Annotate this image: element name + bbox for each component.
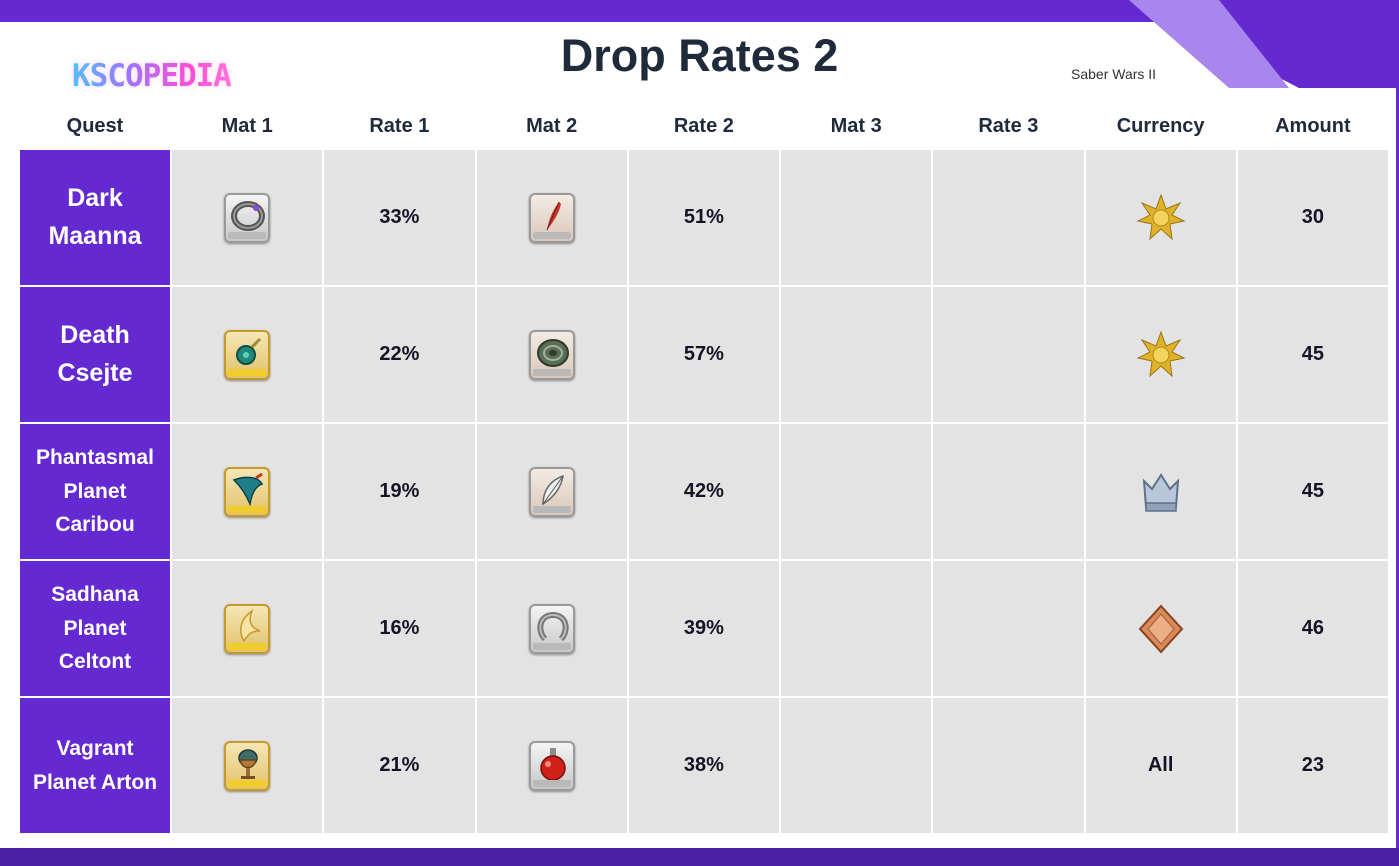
- rate3-cell: [933, 561, 1084, 696]
- column-header-rate1: Rate 1: [324, 104, 475, 148]
- column-header-rate2: Rate 2: [628, 104, 779, 148]
- egg-chalice-icon: [224, 740, 271, 791]
- red-potion-icon: [528, 740, 575, 791]
- rate3-cell: [933, 424, 1084, 559]
- rate1-cell: 19%: [324, 424, 475, 559]
- column-header-currency: Currency: [1085, 104, 1236, 148]
- gold-star-medal-icon: [1136, 330, 1186, 377]
- quest-name: Sadhana Planet Celtont: [20, 561, 170, 696]
- column-header-amount: Amount: [1237, 104, 1388, 148]
- mat1-cell: [172, 561, 323, 696]
- page-subtitle: Saber Wars II: [1071, 66, 1157, 82]
- jade-ornament-icon: [224, 329, 271, 380]
- white-feather-icon: [528, 466, 575, 517]
- quest-name: Dark Maanna: [20, 150, 170, 285]
- rate1-cell: 21%: [324, 698, 475, 833]
- bronze-diamond-icon: [1138, 604, 1183, 653]
- mat2-cell: [476, 287, 627, 422]
- mat2-cell: [476, 424, 627, 559]
- mat1-cell: [172, 424, 323, 559]
- quest-name: Death Csejte: [20, 287, 170, 422]
- ring-icon: [224, 192, 271, 243]
- mat2-cell: [476, 698, 627, 833]
- currency-cell: [1085, 424, 1236, 559]
- rate1-cell: 22%: [324, 287, 475, 422]
- red-feather-icon: [528, 192, 575, 243]
- column-header-mat3: Mat 3: [781, 104, 932, 148]
- mat1-cell: [172, 287, 323, 422]
- quest-name: Phantasmal Planet Caribou: [20, 424, 170, 559]
- right-border: [1396, 88, 1399, 848]
- golden-claw-icon: [224, 603, 271, 654]
- currency-cell: [1085, 561, 1236, 696]
- green-disc-icon: [528, 329, 575, 380]
- currency-cell: [1085, 287, 1236, 422]
- kscopedia-logo: KSCOPEDIA: [72, 58, 232, 94]
- rate3-cell: [933, 150, 1084, 285]
- column-header-rate3: Rate 3: [933, 104, 1084, 148]
- rate2-cell: 51%: [628, 150, 779, 285]
- mat2-cell: [476, 561, 627, 696]
- currency-cell: All: [1085, 698, 1236, 833]
- mat3-cell: [781, 561, 932, 696]
- mat3-cell: [781, 287, 932, 422]
- silver-crown-icon: [1142, 472, 1179, 512]
- rate2-cell: 38%: [628, 698, 779, 833]
- rate3-cell: [933, 698, 1084, 833]
- mat1-cell: [172, 698, 323, 833]
- amount-cell: 23: [1237, 698, 1388, 833]
- mat3-cell: [781, 698, 932, 833]
- drop-rates-table: Quest Mat 1 Rate 1 Mat 2 Rate 2 Mat 3 Ra…: [20, 104, 1388, 833]
- amount-cell: 45: [1237, 287, 1388, 422]
- column-header-mat1: Mat 1: [172, 104, 323, 148]
- rate1-cell: 16%: [324, 561, 475, 696]
- horseshoe-icon: [528, 603, 575, 654]
- column-header-quest: Quest: [20, 104, 170, 148]
- mat3-cell: [781, 424, 932, 559]
- rate3-cell: [933, 287, 1084, 422]
- mat1-cell: [172, 150, 323, 285]
- corner-decoration: [1129, 0, 1399, 88]
- gold-star-medal-icon: [1136, 193, 1186, 240]
- teal-wing-icon: [224, 466, 271, 517]
- bottom-banner: [0, 848, 1399, 866]
- rate2-cell: 39%: [628, 561, 779, 696]
- rate1-cell: 33%: [324, 150, 475, 285]
- currency-cell: [1085, 150, 1236, 285]
- rate2-cell: 57%: [628, 287, 779, 422]
- column-header-mat2: Mat 2: [476, 104, 627, 148]
- page-title: Drop Rates 2: [560, 30, 839, 81]
- amount-cell: 46: [1237, 561, 1388, 696]
- amount-cell: 45: [1237, 424, 1388, 559]
- mat3-cell: [781, 150, 932, 285]
- rate2-cell: 42%: [628, 424, 779, 559]
- top-banner: [0, 0, 1399, 22]
- amount-cell: 30: [1237, 150, 1388, 285]
- mat2-cell: [476, 150, 627, 285]
- quest-name: Vagrant Planet Arton: [20, 698, 170, 833]
